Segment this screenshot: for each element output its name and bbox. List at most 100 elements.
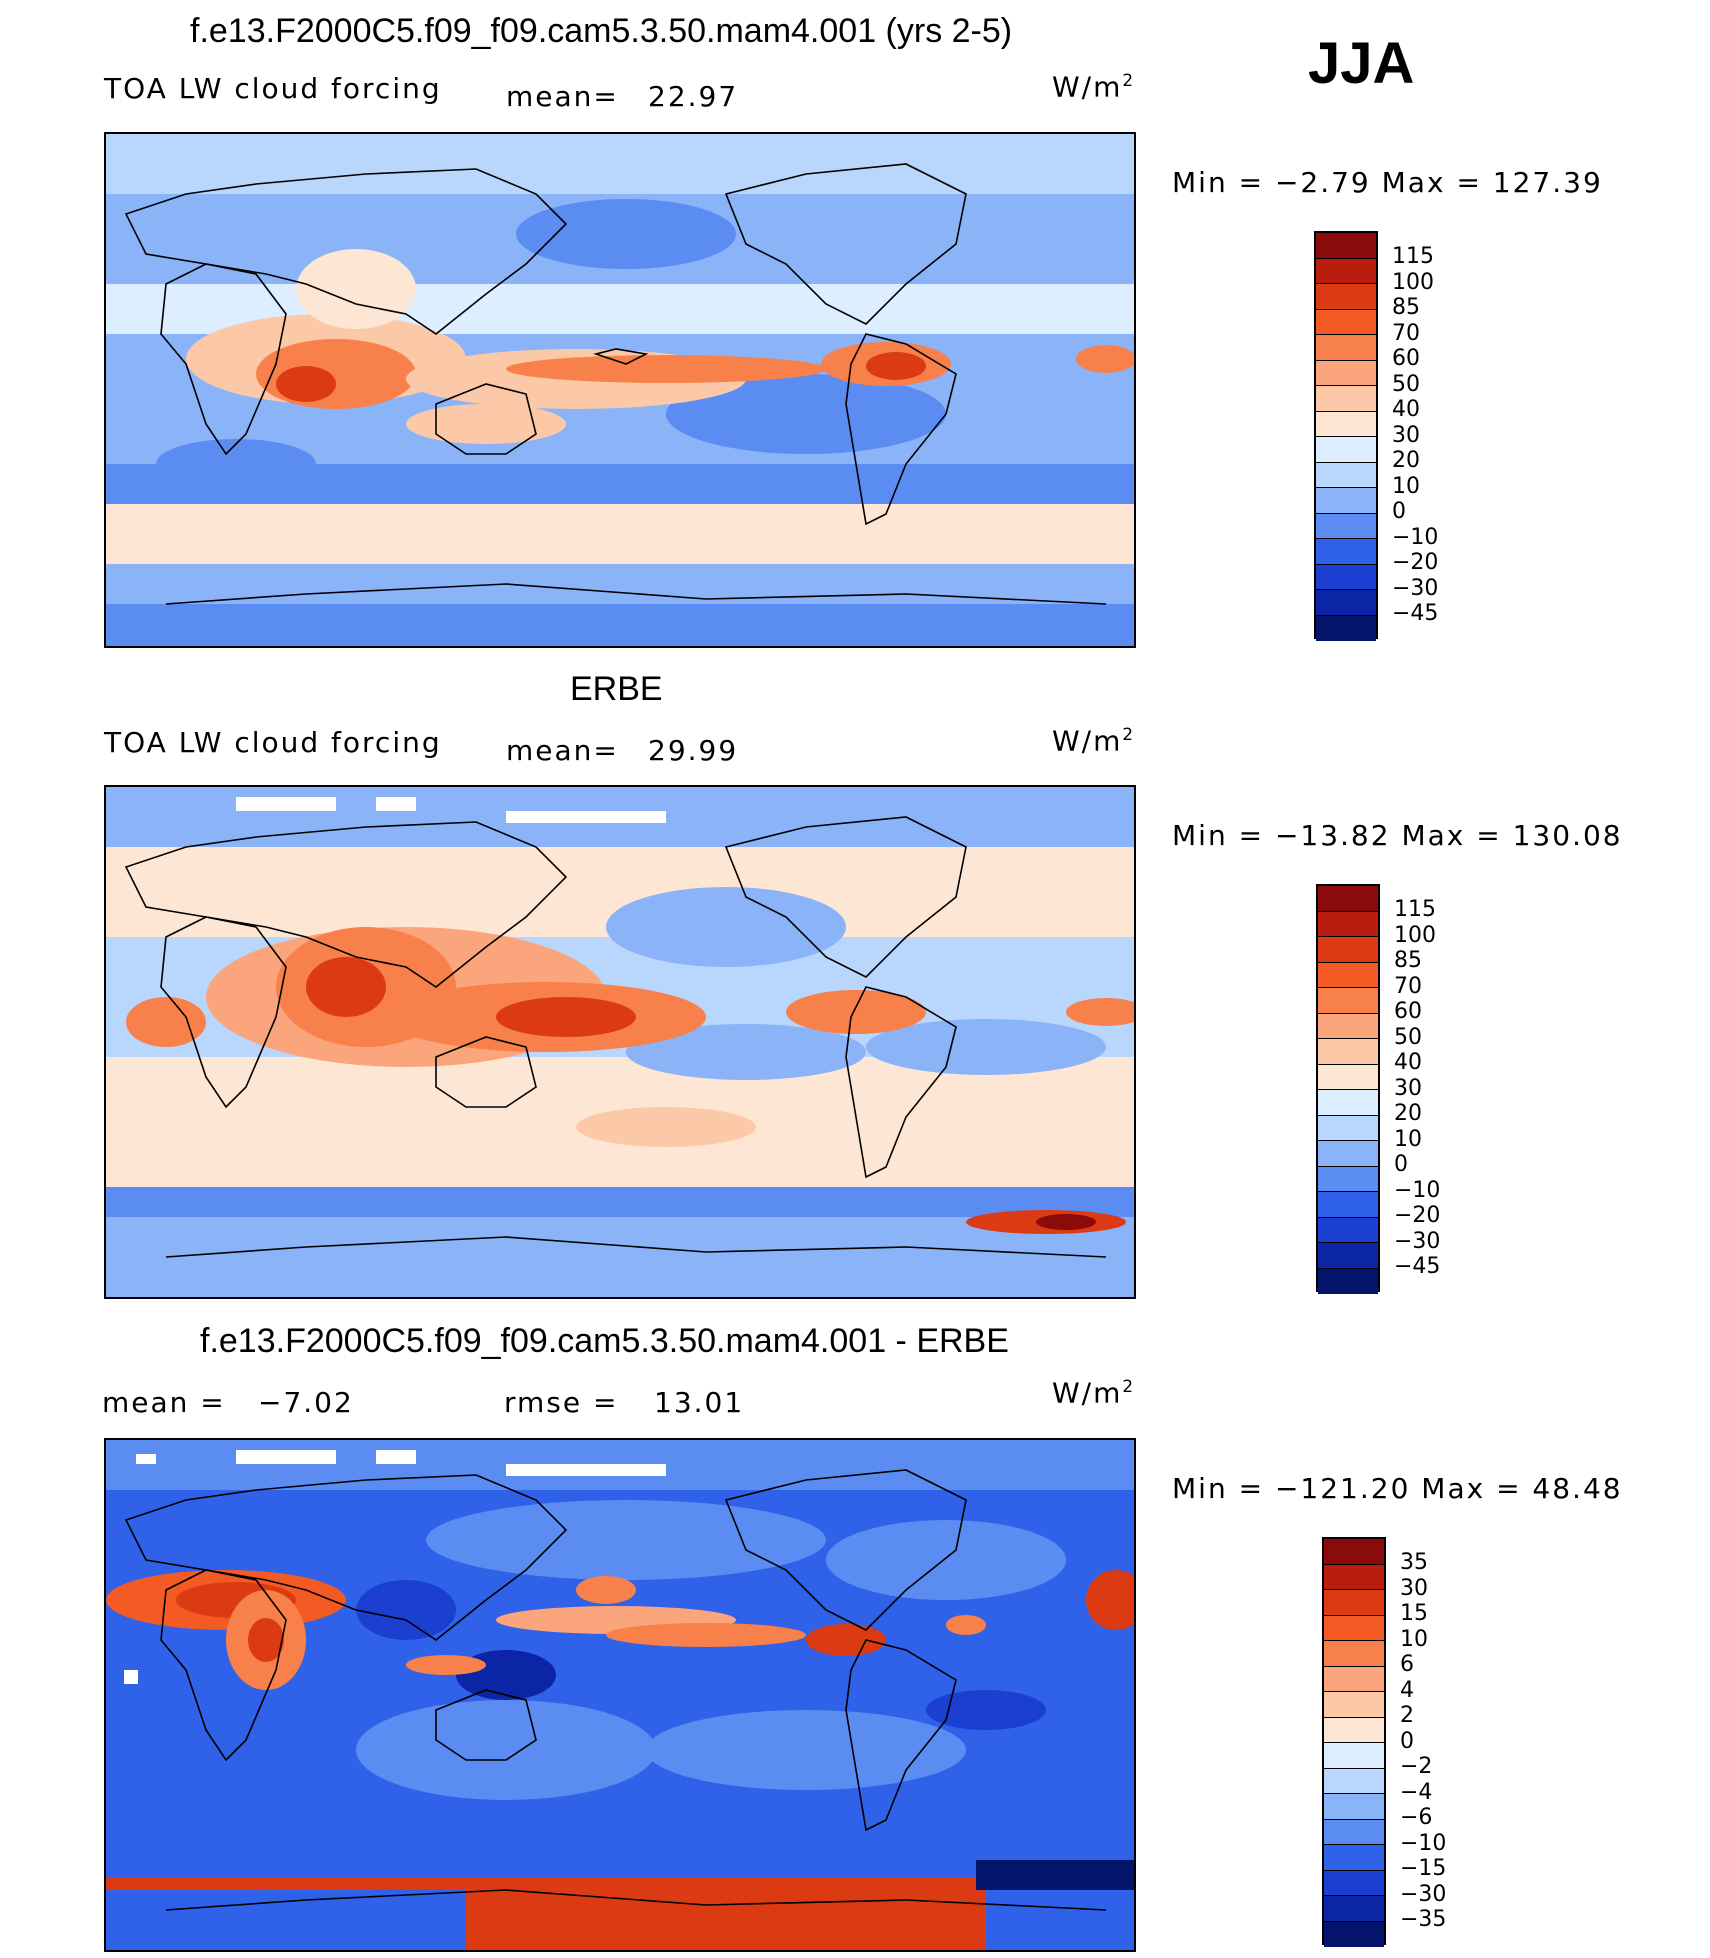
panel-2-swatch-0: [1318, 886, 1378, 912]
panel-1-swatch-6: [1316, 386, 1376, 412]
panel-3-colorbar: [1322, 1537, 1386, 1947]
panel-1-tick-label: 20: [1392, 448, 1420, 473]
panel-2-swatch-1: [1318, 911, 1378, 937]
panel-3-colorbar-labels: 35 30 15 10 6 4 2 0 −2 −4 −6 −10 −15 −30…: [1400, 1550, 1446, 1933]
panel-3-swatch-8: [1324, 1743, 1384, 1769]
panel-1-mean-label: mean=: [506, 80, 619, 113]
panel-2-minmax: Min = −13.82 Max = 130.08: [1172, 819, 1623, 852]
panel-3-units: W/m2: [1052, 1376, 1136, 1410]
panel-2-mean-value: 29.99: [648, 734, 739, 767]
panel-1-tick-label: 60: [1392, 346, 1420, 371]
panel-3-minmax: Min = −121.20 Max = 48.48: [1172, 1472, 1623, 1505]
panel-2-swatch-7: [1318, 1064, 1378, 1090]
panel-3-tick-label: 2: [1400, 1703, 1414, 1728]
panel-1-colorbar: [1314, 231, 1378, 641]
panel-3-tick-label: 4: [1400, 1677, 1414, 1703]
panel-3-tick-label: 0: [1400, 1728, 1414, 1754]
panel-2-tick-label: 50: [1394, 1024, 1422, 1050]
panel-3-rmse-label: rmse =: [504, 1386, 619, 1419]
panel-3-tick-label: 30: [1400, 1575, 1428, 1601]
panel-2-swatch-3: [1318, 962, 1378, 988]
panel-3-title: f.e13.F2000C5.f09_f09.cam5.3.50.mam4.001…: [200, 1322, 1009, 1360]
panel-1-tick-label: 30: [1392, 422, 1420, 448]
panel-2-mean-label: mean=: [506, 734, 619, 767]
panel-1-tick-label: −20: [1392, 550, 1439, 575]
panel-1-swatch-3: [1316, 309, 1376, 335]
panel-1-swatch-9: [1316, 462, 1376, 488]
panel-1-tick-label: 10: [1392, 473, 1420, 499]
panel-3-rmse-value: 13.01: [654, 1386, 745, 1419]
panel-1-mean-value: 22.97: [648, 80, 739, 113]
panel-2-swatch-6: [1318, 1039, 1378, 1065]
panel-1-swatch-1: [1316, 258, 1376, 284]
panel-3-tick-label: 6: [1400, 1652, 1414, 1677]
panel-2-tick-label: 10: [1394, 1126, 1422, 1152]
panel-2-tick-label: 85: [1394, 948, 1422, 973]
panel-3-mean-label: mean =: [102, 1386, 226, 1419]
panel-3-tick-label: −4: [1400, 1779, 1433, 1805]
panel-3-swatch-5: [1324, 1666, 1384, 1692]
panel-2-swatch-2: [1318, 937, 1378, 963]
panel-2-tick-label: −20: [1394, 1203, 1441, 1228]
panel-1-tick-label: 0: [1392, 499, 1406, 524]
panel-2-swatch-10: [1318, 1141, 1378, 1167]
panel-2-tick-label: 70: [1394, 973, 1422, 999]
panel-3-tick-label: −2: [1400, 1754, 1433, 1779]
panel-2-tick-label: −45: [1394, 1254, 1441, 1279]
panel-3-swatch-11: [1324, 1819, 1384, 1845]
panel-3-map: [104, 1438, 1136, 1952]
panel-1-map: [104, 132, 1136, 648]
panel-1-swatch-11: [1316, 513, 1376, 539]
panel-2-tick-label: 30: [1394, 1075, 1422, 1101]
panel-3-swatch-4: [1324, 1641, 1384, 1667]
panel-3-swatch-2: [1324, 1590, 1384, 1616]
panel-3-tick-label: −35: [1400, 1907, 1447, 1932]
panel-2-tick-label: −10: [1394, 1177, 1441, 1203]
panel-1-tick-label: 70: [1392, 320, 1420, 346]
panel-3-tick-label: 35: [1400, 1550, 1428, 1575]
panel-2-swatch-9: [1318, 1115, 1378, 1141]
panel-2-colorbar-labels: 115 100 85 70 60 50 40 30 20 10 0 −10 −2…: [1394, 897, 1440, 1280]
panel-1-swatch-0: [1316, 233, 1376, 259]
panel-1-swatch-8: [1316, 437, 1376, 463]
panel-3-tick-label: −15: [1400, 1856, 1447, 1881]
panel-2-tick-label: 20: [1394, 1101, 1422, 1126]
panel-2-swatch-14: [1318, 1243, 1378, 1269]
panel-3-swatch-9: [1324, 1768, 1384, 1794]
panel-1-tick-label: 85: [1392, 295, 1420, 320]
panel-1-colorbar-labels: 115 100 85 70 60 50 40 30 20 10 0 −10 −2…: [1392, 244, 1438, 627]
panel-2-units: W/m2: [1052, 724, 1136, 758]
panel-2-field-label: TOA LW cloud forcing: [104, 726, 442, 759]
panel-3-swatch-10: [1324, 1794, 1384, 1820]
panel-2-tick-label: 115: [1394, 897, 1436, 922]
panel-1-tick-label: 40: [1392, 397, 1420, 422]
panel-1-swatch-10: [1316, 488, 1376, 514]
panel-1-minmax: Min = −2.79 Max = 127.39: [1172, 166, 1603, 199]
panel-1-field-label: TOA LW cloud forcing: [104, 72, 442, 105]
panel-1-title: f.e13.F2000C5.f09_f09.cam5.3.50.mam4.001…: [190, 12, 1013, 50]
panel-3-tick-label: 15: [1400, 1601, 1428, 1626]
panel-3-tick-label: −10: [1400, 1830, 1447, 1856]
panel-1-tick-label: 115: [1392, 244, 1434, 269]
panel-1-tick-label: 100: [1392, 269, 1434, 295]
panel-2-swatch-15: [1318, 1268, 1378, 1294]
panel-3-mean-value: −7.02: [258, 1386, 354, 1419]
panel-3-swatch-15: [1324, 1921, 1384, 1947]
season-label: JJA: [1308, 31, 1415, 96]
panel-1-swatch-5: [1316, 360, 1376, 386]
panel-2-tick-label: 40: [1394, 1050, 1422, 1075]
panel-1-tick-label: 50: [1392, 371, 1420, 397]
panel-1-swatch-12: [1316, 539, 1376, 565]
panel-2-title: ERBE: [570, 670, 663, 708]
panel-3-swatch-13: [1324, 1870, 1384, 1896]
panel-1-tick-label: −45: [1392, 601, 1439, 626]
panel-3-swatch-12: [1324, 1845, 1384, 1871]
panel-1-tick-label: −30: [1392, 575, 1439, 601]
panel-2-map: [104, 785, 1136, 1299]
panel-3-swatch-7: [1324, 1717, 1384, 1743]
panel-1-tick-label: −10: [1392, 524, 1439, 550]
panel-3-tick-label: 10: [1400, 1626, 1428, 1652]
panel-2-swatch-13: [1318, 1217, 1378, 1243]
panel-3-swatch-6: [1324, 1692, 1384, 1718]
panel-2-tick-label: 60: [1394, 999, 1422, 1024]
